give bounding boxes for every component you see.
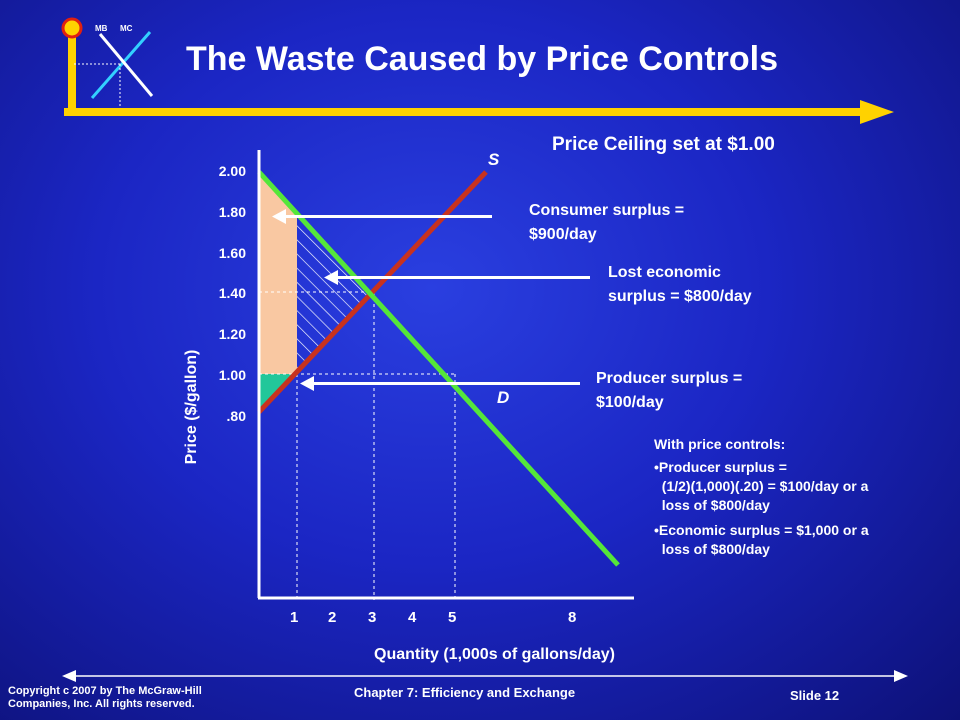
title-bar-arrow xyxy=(64,100,894,124)
notes-line: •Economic surplus = $1,000 or a xyxy=(654,522,869,538)
logo-knob xyxy=(61,17,83,39)
logo-mc-label: MC xyxy=(120,24,133,33)
annotation-line: surplus = $800/day xyxy=(608,288,752,305)
notes-block: With price controls: •Producer surplus =… xyxy=(654,435,869,559)
x-axis-label: Quantity (1,000s of gallons/day) xyxy=(374,646,615,663)
footer-arrow xyxy=(62,670,908,682)
notes-heading: With price controls: xyxy=(654,436,786,452)
y-tick-label: 1.40 xyxy=(218,285,246,301)
annotation-line: Producer surplus = xyxy=(596,370,743,387)
chart-subtitle: Price Ceiling set at $1.00 xyxy=(552,134,775,155)
y-tick-label: 1.60 xyxy=(218,245,246,261)
y-tick-label: 1.00 xyxy=(218,367,246,383)
logo-mb-line xyxy=(90,31,152,99)
y-tick-label: 1.80 xyxy=(218,204,246,220)
consumer-surplus-area xyxy=(259,172,297,374)
annotation-line: $900/day xyxy=(529,226,597,243)
supply-curve xyxy=(257,170,488,414)
x-tick-label: 5 xyxy=(448,609,457,626)
y-tick-label: .80 xyxy=(226,408,246,424)
y-tick-label: 1.20 xyxy=(218,326,246,342)
consumer-surplus-annotation: Consumer surplus = $900/day xyxy=(529,199,684,247)
demand-label: D xyxy=(497,388,510,407)
y-tick-label: 2.00 xyxy=(218,163,246,179)
notes-line: loss of $800/day xyxy=(654,497,770,513)
x-tick-label: 2 xyxy=(328,609,337,626)
notes-line: •Producer surplus = xyxy=(654,459,787,475)
annotation-line: Lost economic xyxy=(608,264,721,281)
lost-surplus-area xyxy=(297,212,374,374)
supply-label: S xyxy=(488,150,500,169)
ps-arrow-head xyxy=(300,376,314,391)
lost-arrow-head xyxy=(324,270,338,285)
y-axis-label: Price ($/gallon) xyxy=(183,349,200,465)
page-title: The Waste Caused by Price Controls xyxy=(186,40,778,78)
copyright-notice: Copyright c 2007 by The McGraw-Hill Comp… xyxy=(8,685,202,711)
x-tick-label: 4 xyxy=(408,609,417,626)
mb-mc-logo xyxy=(61,17,154,110)
slide-number: Slide 12 xyxy=(790,688,840,703)
copyright-line: Companies, Inc. All rights reserved. xyxy=(8,698,195,710)
notes-line: loss of $800/day xyxy=(654,541,770,557)
copyright-line: Copyright c 2007 by The McGraw-Hill xyxy=(8,685,202,697)
demand-curve xyxy=(257,170,620,567)
cs-arrow-shaft xyxy=(284,215,492,218)
x-tick-label: 3 xyxy=(368,609,377,626)
notes-line: (1/2)(1,000)(.20) = $100/day or a xyxy=(654,478,869,494)
annotation-line: Consumer surplus = xyxy=(529,202,685,219)
chapter-title: Chapter 7: Efficiency and Exchange xyxy=(354,685,576,700)
producer-surplus-annotation: Producer surplus = $100/day xyxy=(596,367,742,415)
lost-surplus-annotation: Lost economic surplus = $800/day xyxy=(608,261,752,309)
logo-mc-line xyxy=(98,33,154,97)
ps-arrow-shaft xyxy=(312,382,580,385)
x-tick-label: 1 xyxy=(290,609,299,626)
logo-bar-vertical xyxy=(68,30,76,110)
lost-arrow-shaft xyxy=(336,276,590,279)
x-tick-label: 8 xyxy=(568,609,577,626)
cs-arrow-head xyxy=(272,209,286,224)
logo-mb-label: MB xyxy=(95,24,108,33)
annotation-line: $100/day xyxy=(596,394,664,411)
